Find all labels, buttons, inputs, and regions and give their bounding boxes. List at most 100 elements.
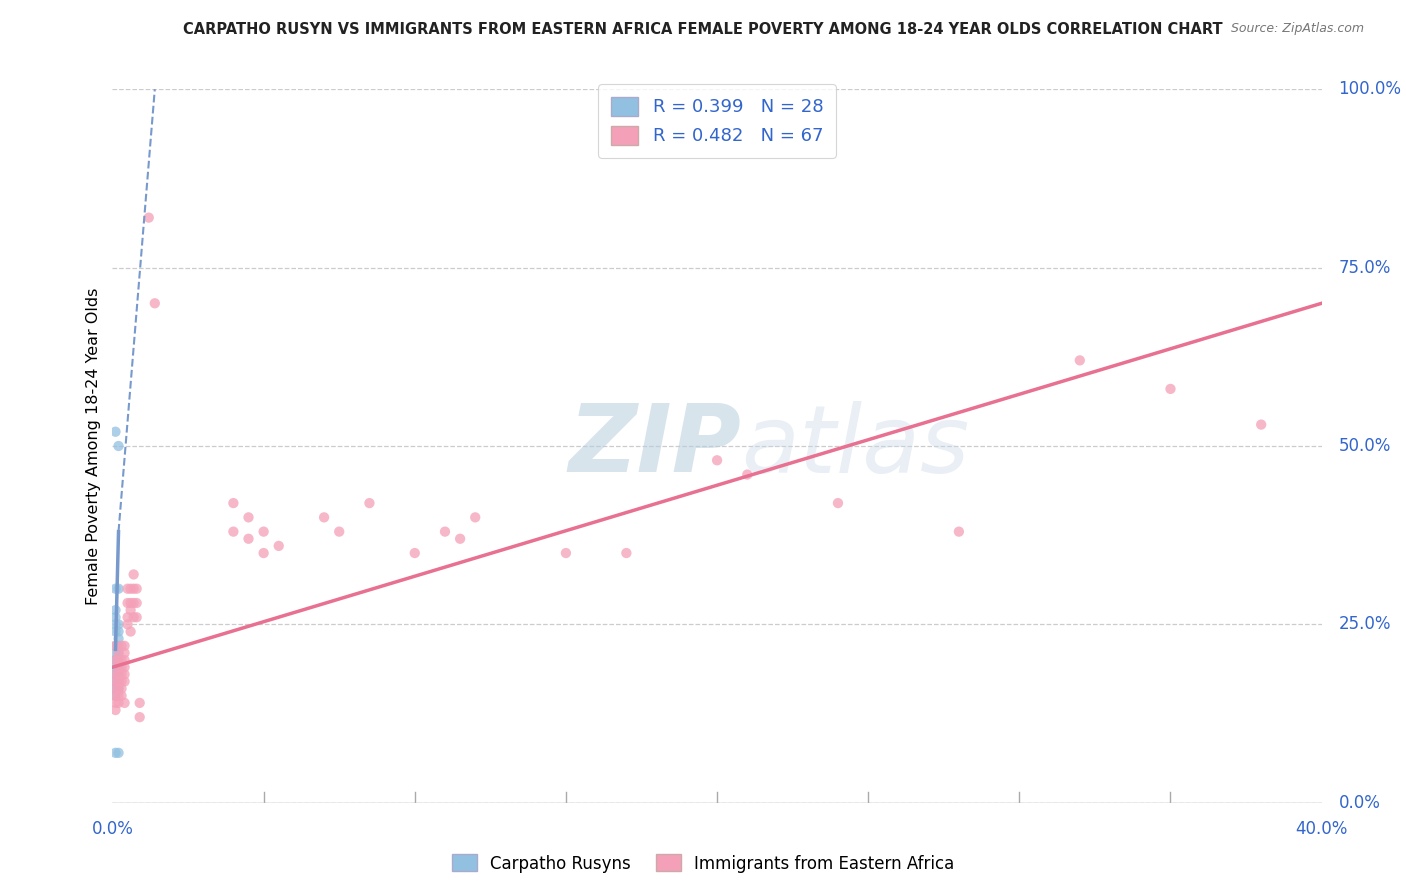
- Point: [114, 639, 136, 653]
- Point: [107, 696, 129, 710]
- Point: [107, 667, 129, 681]
- Point: [314, 510, 336, 524]
- Point: [104, 746, 127, 760]
- Point: [114, 646, 136, 660]
- Point: [104, 667, 127, 681]
- Point: [107, 681, 129, 696]
- Text: 100.0%: 100.0%: [1339, 80, 1402, 98]
- Point: [122, 596, 145, 610]
- Point: [104, 624, 127, 639]
- Point: [433, 524, 456, 539]
- Legend: R = 0.399   N = 28, R = 0.482   N = 67: R = 0.399 N = 28, R = 0.482 N = 67: [599, 84, 835, 158]
- Point: [117, 610, 139, 624]
- Point: [104, 689, 127, 703]
- Point: [114, 660, 136, 674]
- Point: [122, 582, 145, 596]
- Point: [107, 624, 129, 639]
- Point: [107, 674, 129, 689]
- Point: [107, 639, 129, 653]
- Point: [110, 667, 132, 681]
- Point: [328, 524, 350, 539]
- Y-axis label: Female Poverty Among 18-24 Year Olds: Female Poverty Among 18-24 Year Olds: [86, 287, 101, 605]
- Point: [104, 639, 127, 653]
- Point: [104, 667, 127, 681]
- Point: [120, 582, 142, 596]
- Point: [107, 439, 129, 453]
- Point: [104, 674, 127, 689]
- Point: [125, 610, 148, 624]
- Point: [128, 696, 150, 710]
- Text: Source: ZipAtlas.com: Source: ZipAtlas.com: [1230, 22, 1364, 36]
- Point: [117, 596, 139, 610]
- Point: [267, 539, 290, 553]
- Point: [948, 524, 970, 539]
- Point: [120, 624, 142, 639]
- Text: ZIP: ZIP: [568, 400, 741, 492]
- Text: 75.0%: 75.0%: [1339, 259, 1391, 277]
- Point: [359, 496, 381, 510]
- Point: [104, 660, 127, 674]
- Point: [404, 546, 426, 560]
- Text: 25.0%: 25.0%: [1339, 615, 1391, 633]
- Point: [120, 596, 142, 610]
- Point: [827, 496, 849, 510]
- Point: [114, 653, 136, 667]
- Point: [122, 610, 145, 624]
- Point: [117, 582, 139, 596]
- Point: [107, 653, 129, 667]
- Point: [616, 546, 638, 560]
- Point: [107, 746, 129, 760]
- Text: CARPATHO RUSYN VS IMMIGRANTS FROM EASTERN AFRICA FEMALE POVERTY AMONG 18-24 YEAR: CARPATHO RUSYN VS IMMIGRANTS FROM EASTER…: [183, 22, 1223, 37]
- Point: [238, 510, 260, 524]
- Point: [107, 689, 129, 703]
- Point: [107, 653, 129, 667]
- Point: [104, 617, 127, 632]
- Point: [110, 639, 132, 653]
- Text: 0.0%: 0.0%: [91, 820, 134, 838]
- Point: [110, 674, 132, 689]
- Point: [107, 674, 129, 689]
- Point: [1069, 353, 1091, 368]
- Text: 50.0%: 50.0%: [1339, 437, 1391, 455]
- Point: [128, 710, 150, 724]
- Point: [122, 567, 145, 582]
- Point: [107, 660, 129, 674]
- Point: [253, 524, 276, 539]
- Text: 40.0%: 40.0%: [1295, 820, 1348, 838]
- Point: [125, 582, 148, 596]
- Point: [1159, 382, 1181, 396]
- Point: [107, 582, 129, 596]
- Point: [464, 510, 486, 524]
- Point: [107, 617, 129, 632]
- Point: [104, 653, 127, 667]
- Point: [107, 681, 129, 696]
- Point: [104, 582, 127, 596]
- Point: [1250, 417, 1272, 432]
- Point: [449, 532, 471, 546]
- Point: [222, 496, 245, 510]
- Point: [104, 703, 127, 717]
- Point: [104, 653, 127, 667]
- Point: [114, 696, 136, 710]
- Point: [104, 689, 127, 703]
- Point: [104, 681, 127, 696]
- Point: [143, 296, 166, 310]
- Point: [104, 646, 127, 660]
- Point: [110, 689, 132, 703]
- Point: [107, 646, 129, 660]
- Point: [104, 674, 127, 689]
- Point: [737, 467, 759, 482]
- Point: [104, 696, 127, 710]
- Point: [138, 211, 160, 225]
- Point: [238, 532, 260, 546]
- Point: [120, 603, 142, 617]
- Point: [110, 660, 132, 674]
- Point: [104, 603, 127, 617]
- Point: [110, 681, 132, 696]
- Point: [125, 596, 148, 610]
- Point: [104, 639, 127, 653]
- Text: 0.0%: 0.0%: [1339, 794, 1381, 812]
- Point: [104, 681, 127, 696]
- Point: [107, 660, 129, 674]
- Point: [107, 667, 129, 681]
